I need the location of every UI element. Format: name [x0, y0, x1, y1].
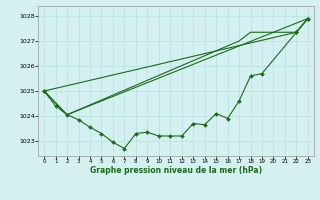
X-axis label: Graphe pression niveau de la mer (hPa): Graphe pression niveau de la mer (hPa)	[90, 166, 262, 175]
